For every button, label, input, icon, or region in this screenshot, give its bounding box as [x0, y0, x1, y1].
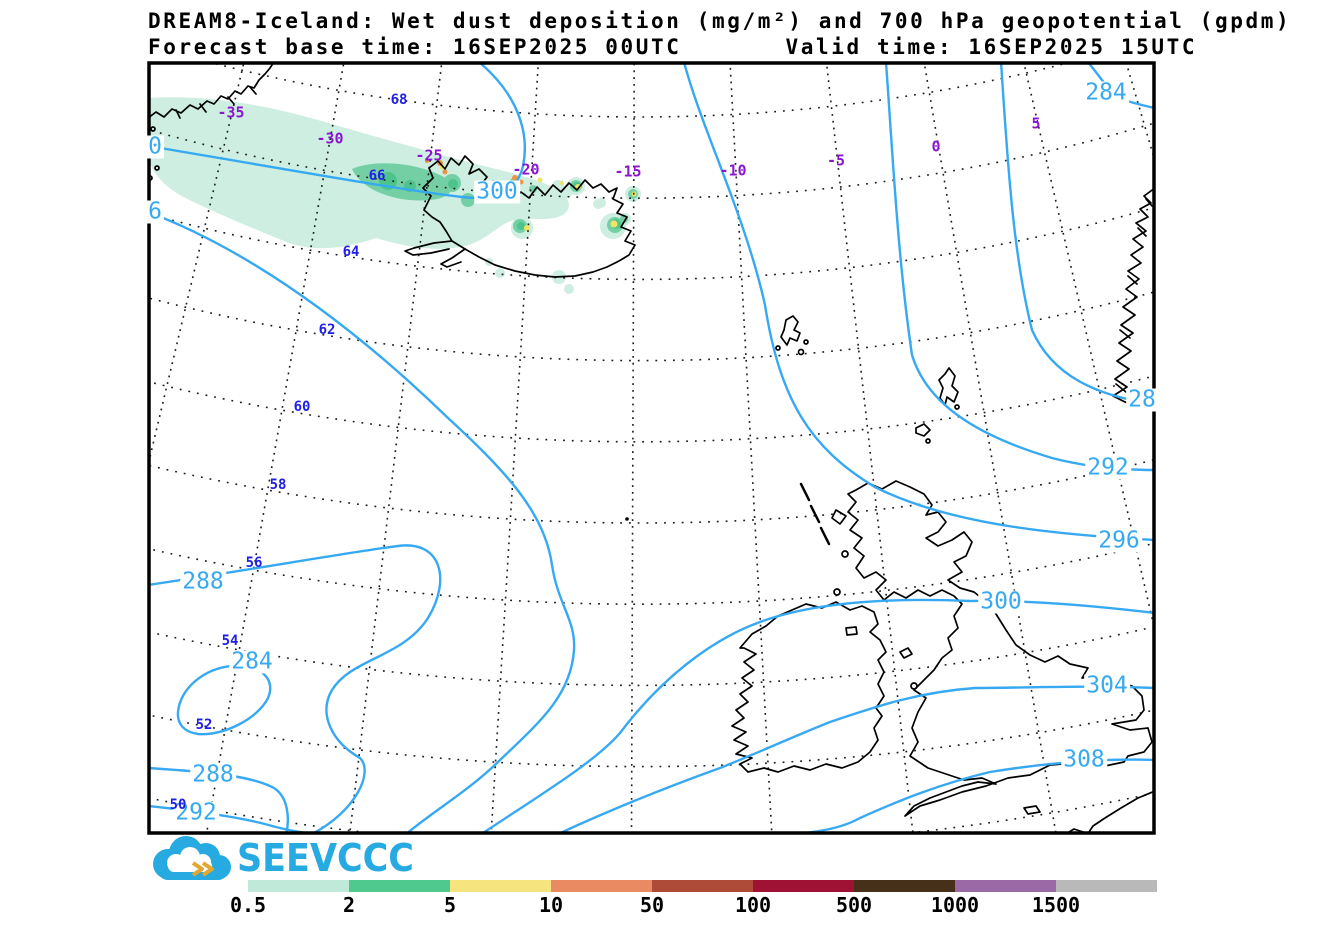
- geopotential-contour-label: 284: [229, 648, 275, 675]
- colorbar-tick-label: 0.5: [229, 893, 267, 917]
- latitude-label: 62: [318, 322, 336, 338]
- greenland-coast: [150, 64, 274, 118]
- colorbar-segment: [248, 880, 349, 892]
- deposition-colorbar: [248, 880, 1157, 892]
- longitude-label: -20: [512, 160, 540, 179]
- longitude-label: -10: [719, 161, 747, 180]
- norway-coast: [1112, 188, 1153, 408]
- faroe-islands-coast: [780, 315, 801, 346]
- colorbar-segment: [1056, 880, 1157, 892]
- forecast-base-time: Forecast base time: 16SEP2025 00UTC: [148, 35, 682, 59]
- longitude-label: -25: [415, 146, 443, 165]
- longitude-label: 5: [1031, 114, 1041, 133]
- geopotential-contour-label: 28: [1126, 386, 1158, 413]
- geopotential-contour-label: 300: [978, 588, 1024, 615]
- longitude-label: -5: [826, 151, 846, 170]
- geopotential-contour-label: 308: [1061, 746, 1107, 773]
- geopotential-contour-label: 296: [1096, 527, 1142, 554]
- colorbar-tick-label: 500: [835, 893, 873, 917]
- colorbar-tick-label: 50: [639, 893, 665, 917]
- orkney-coast: [915, 423, 931, 437]
- colorbar-segment: [854, 880, 955, 892]
- dust-hotspot-dots: [425, 159, 524, 185]
- latitude-label: 58: [269, 477, 287, 493]
- geopotential-contour-label: 292: [1085, 454, 1131, 481]
- colorbar-segment: [753, 880, 854, 892]
- colorbar-segment: [955, 880, 1056, 892]
- geopotential-contour-label: 288: [190, 761, 236, 788]
- geopotential-contour-label: 304: [1084, 672, 1130, 699]
- seevccc-logo-icon: [153, 836, 231, 880]
- latitude-label: 52: [195, 717, 213, 733]
- colorbar-segment: [450, 880, 551, 892]
- colorbar-tick-label: 100: [734, 893, 772, 917]
- longitude-label: 0: [931, 137, 941, 156]
- colorbar-tick-label: 10: [538, 893, 564, 917]
- great-britain-coast: [847, 480, 1153, 817]
- colorbar-tick-label: 2: [342, 893, 356, 917]
- colorbar-tick-label: 1500: [1031, 893, 1081, 917]
- title-line2: Forecast base time: 16SEP2025 00UTC Valid…: [148, 34, 1291, 60]
- colorbar-tick-label: 5: [443, 893, 457, 917]
- latitude-label: 64: [342, 244, 360, 260]
- colorbar-segment: [652, 880, 753, 892]
- map-border: [147, 61, 1156, 835]
- hebrides-coast: [799, 482, 831, 546]
- shetland-coast: [938, 367, 959, 406]
- colorbar-segment: [349, 880, 450, 892]
- colorbar-tick-label: 1000: [930, 893, 980, 917]
- geopotential-contour-label: 300: [474, 178, 520, 205]
- latitude-label: 56: [245, 555, 263, 571]
- longitude-label: -35: [217, 103, 245, 122]
- geopotential-contour-label: 284: [1083, 79, 1129, 106]
- latitude-label: 60: [293, 399, 311, 415]
- geopotential-contour-label: 6: [146, 198, 164, 225]
- seevccc-logo-text: SEEVCCC: [237, 836, 414, 880]
- coastlines: [150, 64, 1153, 833]
- latitude-label: 68: [390, 92, 408, 108]
- latitude-label: 50: [169, 797, 187, 813]
- geopotential-contour-label: 292: [173, 799, 219, 826]
- geopotential-contour-label: 0: [146, 133, 164, 160]
- iceland-coast: [422, 155, 636, 278]
- longitude-label: -15: [614, 162, 642, 181]
- valid-time: Valid time: 16SEP2025 15UTC: [785, 35, 1198, 59]
- longitude-label: -30: [316, 129, 344, 148]
- france-coast: [1065, 790, 1153, 833]
- title-line1: DREAM8-Iceland: Wet dust deposition (mg/…: [148, 9, 1292, 33]
- rockall-islet: [625, 517, 629, 521]
- ireland-coast: [731, 601, 887, 773]
- geopotential-contour-label: 288: [180, 568, 226, 595]
- plot-title: DREAM8-Iceland: Wet dust deposition (mg/…: [148, 8, 1291, 60]
- latitude-label: 54: [221, 633, 239, 649]
- latitude-label: 66: [368, 168, 386, 184]
- colorbar-segment: [551, 880, 652, 892]
